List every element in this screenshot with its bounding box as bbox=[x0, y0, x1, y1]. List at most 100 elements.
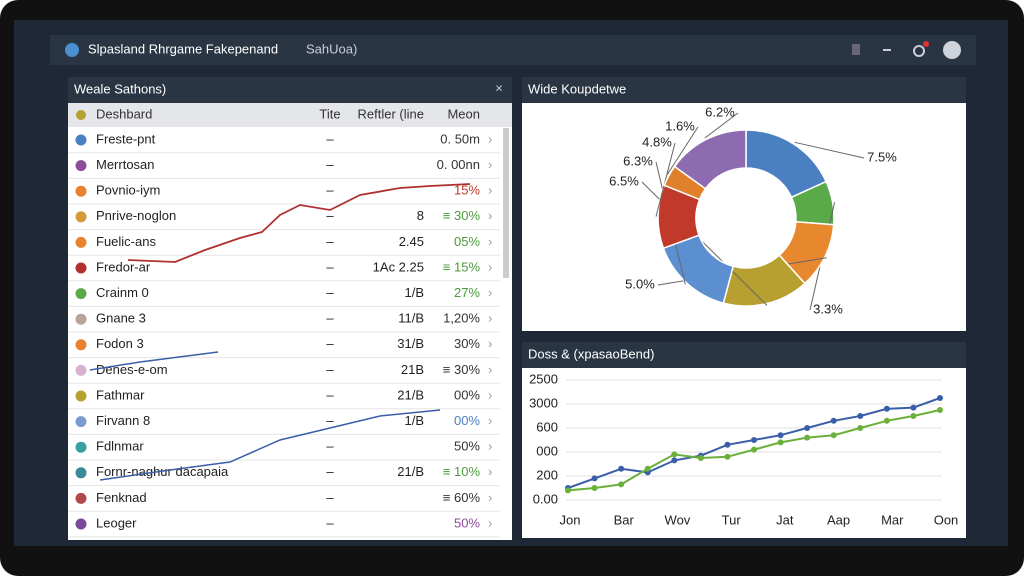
row-value: 0. 00nn bbox=[437, 157, 480, 172]
series-point bbox=[697, 455, 704, 461]
row-name: Fdlnmar bbox=[96, 439, 144, 454]
row-dot bbox=[75, 288, 87, 300]
row-filter: 2.45 bbox=[399, 234, 424, 249]
row-chevron: › bbox=[488, 336, 492, 351]
row-chevron: › bbox=[488, 157, 492, 172]
row-chevron: › bbox=[488, 234, 492, 249]
row-value: 0. 50m bbox=[440, 131, 480, 146]
row-dot bbox=[75, 262, 87, 274]
row-dot bbox=[75, 467, 87, 479]
series-point bbox=[830, 417, 837, 424]
row-tite: – bbox=[326, 439, 334, 454]
line-title: Doss & (xpasaoBend) bbox=[528, 346, 654, 361]
icon-settings[interactable] bbox=[913, 45, 925, 57]
row-dot bbox=[75, 390, 87, 402]
row-chevron: › bbox=[488, 285, 492, 300]
row-value: 00% bbox=[454, 413, 480, 428]
row-tite: – bbox=[326, 208, 334, 223]
row-name: Fenknad bbox=[96, 490, 147, 505]
series-point bbox=[910, 404, 917, 411]
column-label: Reftler (line bbox=[358, 106, 424, 121]
row-filter: 21B bbox=[401, 362, 424, 377]
row-filter: 31/B bbox=[397, 336, 424, 351]
row-name: Fuelic-ans bbox=[96, 234, 156, 249]
row-value: 50% bbox=[454, 515, 480, 530]
row-tite: – bbox=[326, 515, 334, 530]
row-chevron: › bbox=[488, 259, 492, 274]
row-filter: 11/B bbox=[398, 311, 424, 326]
overlay-sparkline bbox=[99, 409, 441, 481]
scrollbar[interactable] bbox=[503, 128, 509, 278]
x-tick-label: Jon bbox=[560, 512, 581, 527]
x-tick-label: Tur bbox=[722, 512, 742, 527]
row-tite: – bbox=[326, 413, 334, 428]
series-point bbox=[618, 465, 625, 472]
row-tite: – bbox=[326, 362, 334, 377]
row-chevron: › bbox=[488, 311, 492, 326]
y-tick-label: 600 bbox=[536, 419, 558, 434]
line-header-bar bbox=[522, 342, 966, 368]
series-point bbox=[644, 465, 651, 472]
pie-label: 3.3% bbox=[813, 301, 843, 316]
series-point bbox=[724, 453, 731, 460]
leader-line bbox=[666, 126, 699, 175]
row-dot bbox=[75, 236, 87, 248]
row-value: 27% bbox=[454, 285, 480, 300]
series-point bbox=[937, 407, 943, 413]
pie-label: 4.8% bbox=[642, 134, 672, 149]
series-point bbox=[777, 439, 784, 446]
row-value: ≡ 60% bbox=[443, 490, 481, 505]
row-dot bbox=[75, 416, 87, 428]
row-name: Gnane 3 bbox=[96, 311, 146, 326]
series-point bbox=[777, 432, 784, 439]
y-tick-label: 3000 bbox=[529, 395, 558, 410]
series-point bbox=[591, 485, 598, 491]
row-name: Fodon 3 bbox=[96, 336, 144, 351]
row-tite: – bbox=[326, 464, 334, 479]
y-tick-label: 0.00 bbox=[533, 491, 558, 506]
series-point bbox=[671, 457, 678, 464]
row-filter: 1/B bbox=[404, 285, 424, 300]
pie-label: 5.0% bbox=[625, 276, 655, 291]
close-button[interactable]: × bbox=[495, 80, 503, 95]
row-chevron: › bbox=[488, 387, 492, 402]
top-bar bbox=[50, 35, 976, 65]
row-dot bbox=[75, 441, 87, 453]
line-panel bbox=[522, 342, 966, 538]
leader-line bbox=[704, 112, 739, 139]
column-label: Deshbard bbox=[96, 106, 152, 121]
app-subtitle: SahUoa) bbox=[306, 41, 357, 56]
x-tick-label: Wov bbox=[665, 512, 691, 527]
x-tick-label: Oon bbox=[934, 512, 959, 527]
avatar[interactable] bbox=[943, 41, 961, 59]
icon-lock[interactable] bbox=[852, 44, 860, 55]
series-point bbox=[724, 441, 731, 448]
overlay-sparkline bbox=[89, 351, 219, 371]
row-tite: – bbox=[326, 157, 334, 172]
series-point bbox=[618, 481, 625, 488]
row-filter: 1Ac 2.25 bbox=[373, 259, 424, 274]
column-label: Tite bbox=[319, 106, 340, 121]
row-tite: – bbox=[326, 234, 334, 249]
row-tite: – bbox=[326, 285, 334, 300]
row-name: Fathmar bbox=[96, 387, 145, 402]
y-tick-label: 200 bbox=[536, 467, 558, 482]
row-dot bbox=[75, 518, 87, 530]
series-point bbox=[857, 413, 864, 419]
pie-label: 7.5% bbox=[867, 149, 897, 164]
row-dot bbox=[75, 211, 87, 223]
x-tick-label: Mar bbox=[881, 512, 904, 527]
table-title: Weale Sathons) bbox=[74, 81, 166, 96]
row-value: 05% bbox=[454, 234, 480, 249]
row-filter: 21/B bbox=[397, 387, 424, 402]
app-title: Slpasland Rhrgame Fakepenand bbox=[88, 41, 278, 56]
icon-minimize[interactable] bbox=[883, 49, 891, 51]
series-point bbox=[751, 437, 757, 443]
row-name: Denes-e-om bbox=[96, 362, 168, 377]
row-value: 00% bbox=[454, 387, 480, 402]
row-name: Fredor-ar bbox=[96, 259, 151, 274]
row-tite: – bbox=[326, 183, 334, 198]
column-label: Meon bbox=[447, 106, 480, 121]
row-name: Pnrive-noglon bbox=[96, 208, 176, 223]
row-value: 50% bbox=[454, 439, 480, 454]
